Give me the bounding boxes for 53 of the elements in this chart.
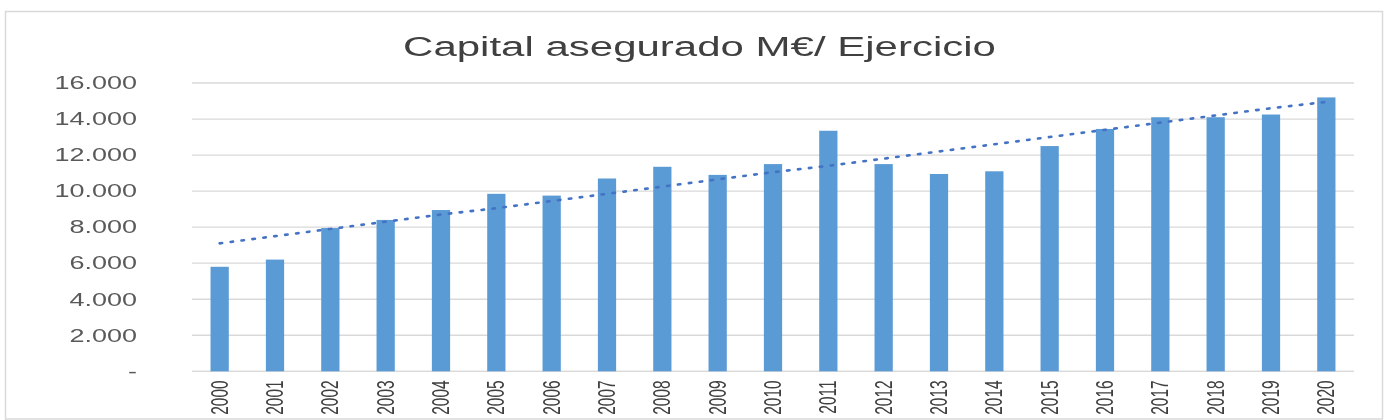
x-tick-label: 2009 (704, 380, 731, 415)
y-tick-label: 10.000 (54, 180, 137, 202)
x-tick-label: 2011 (815, 380, 842, 414)
x-tick-label: 2018 (1202, 380, 1229, 415)
x-tick-label: 2010 (759, 380, 786, 415)
bar (487, 193, 506, 372)
bar (1206, 117, 1225, 372)
x-tick-label: 2002 (317, 380, 344, 415)
y-tick-label: 16.000 (54, 72, 137, 94)
x-tick-label: 2015 (1036, 380, 1063, 415)
bar (1151, 117, 1170, 372)
y-tick-label: 14.000 (54, 108, 137, 130)
bar (1317, 97, 1336, 372)
bar (985, 171, 1004, 372)
x-tick-label: 2016 (1091, 380, 1118, 415)
x-tick-label: 2005 (483, 380, 510, 415)
x-tick-label: 2013 (925, 380, 952, 415)
bar (542, 195, 561, 372)
bar (597, 178, 617, 372)
x-tick-label: 2014 (981, 380, 1008, 415)
x-tick-label: 2006 (538, 380, 565, 415)
x-tick-label: 2007 (593, 380, 620, 415)
x-tick-label: 2003 (372, 380, 399, 415)
x-tick-label: 2001 (261, 380, 288, 415)
x-tick-label: 2004 (427, 380, 454, 415)
bar (708, 174, 727, 372)
bar (265, 259, 285, 372)
x-tick-label: 2017 (1147, 380, 1174, 415)
y-tick-label: 4.000 (69, 289, 137, 310)
bar (763, 164, 783, 372)
x-tick-label: 2000 (206, 380, 233, 415)
y-tick-label: - (128, 361, 137, 382)
bar (929, 174, 949, 372)
bar (321, 228, 340, 372)
line-series (218, 100, 1328, 245)
x-tick-label: 2020 (1313, 380, 1340, 415)
x-tick-label: 2008 (649, 380, 676, 415)
bar (376, 219, 395, 372)
bar (874, 164, 893, 372)
bar (1040, 146, 1059, 372)
chart-title: Capital asegurado M€/ Ejercicio (403, 30, 996, 63)
y-tick-label: 6.000 (69, 253, 137, 274)
y-tick-label: 2.000 (69, 325, 137, 346)
bar (1261, 114, 1281, 372)
y-tick-label: 8.000 (69, 216, 137, 238)
y-tick-label: 12.000 (54, 144, 137, 166)
bar (431, 210, 451, 372)
bar (1095, 128, 1115, 372)
bar (653, 166, 672, 372)
x-tick-label: 2019 (1257, 380, 1284, 415)
bar (210, 266, 229, 372)
bar (819, 130, 838, 372)
x-tick-label: 2012 (870, 380, 897, 415)
